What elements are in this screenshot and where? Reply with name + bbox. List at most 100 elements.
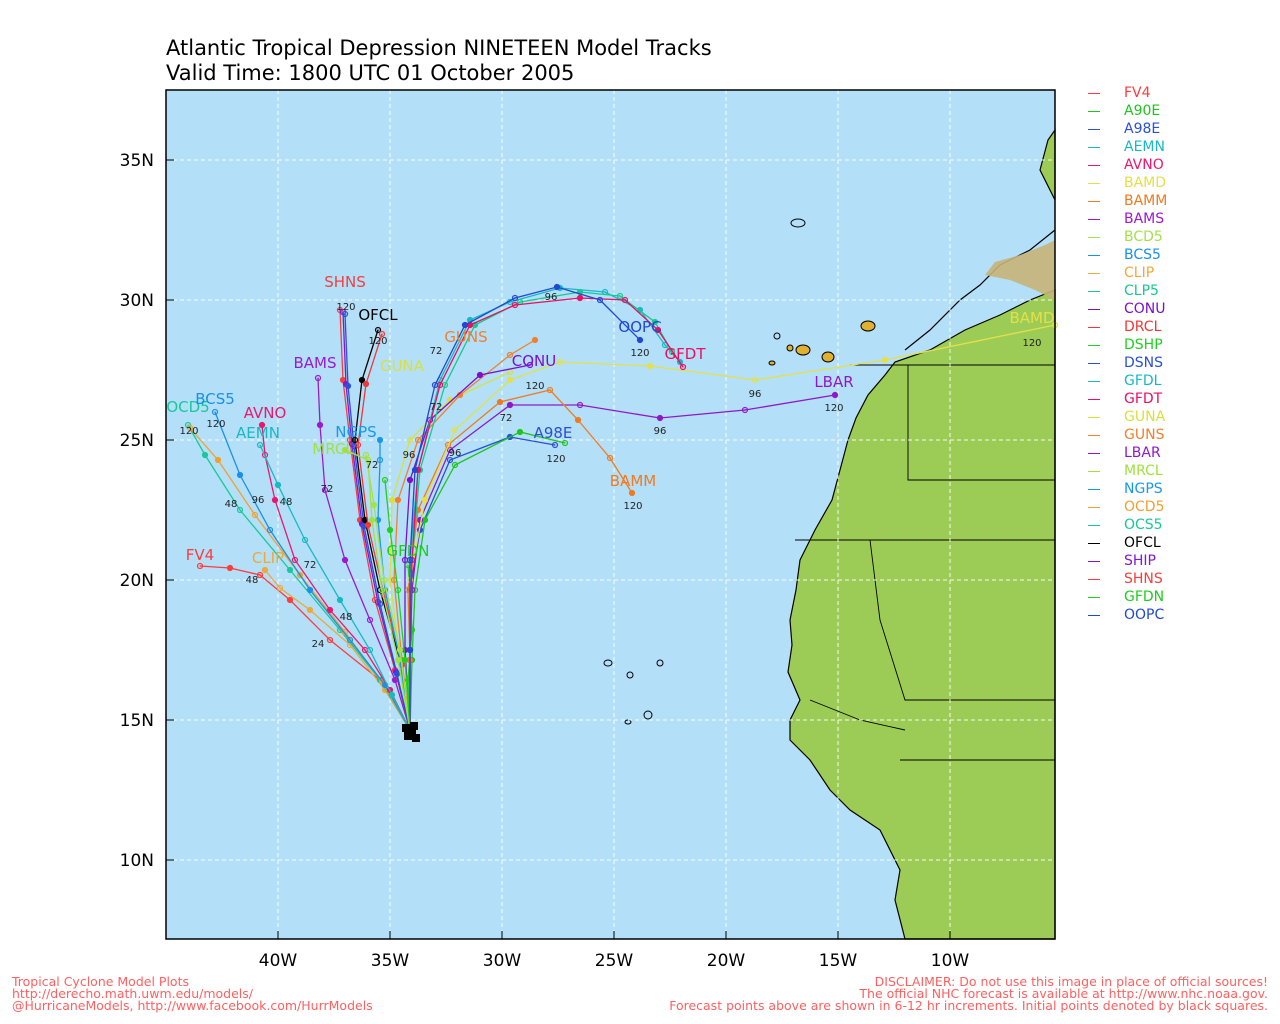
forecast-hour-label: 120 [1022, 338, 1041, 349]
legend-line-swatch [1088, 560, 1100, 562]
forecast-point [344, 382, 352, 390]
legend-item-a90e: A90E [1088, 102, 1167, 120]
model-label-oopc: OOPC [618, 318, 661, 336]
track-line-clip [264, 569, 411, 731]
track-line-bcd5 [365, 454, 411, 731]
forecast-point [201, 451, 209, 459]
legend-line-swatch [1088, 254, 1100, 256]
legend-label: GFDL [1124, 373, 1162, 389]
forecast-point [361, 646, 369, 654]
island-8 [603, 659, 613, 667]
legend-item-dsns: DSNS [1088, 354, 1167, 372]
model-label-ofcl: OFCL [358, 306, 398, 324]
forecast-point [431, 381, 439, 389]
forecast-point [364, 521, 372, 529]
forecast-point [516, 428, 524, 436]
model-label-gfdn: GFDN [386, 542, 429, 560]
forecast-point [388, 496, 396, 504]
forecast-point [646, 362, 654, 370]
grid-layer [166, 90, 1055, 939]
initial-point-square [412, 734, 420, 742]
legend-label: BAMM [1124, 193, 1168, 209]
forecast-hour-label: 48 [280, 497, 293, 508]
initial-point-square [404, 732, 412, 740]
forecast-point [351, 436, 359, 444]
model-label-a98e: A98E [534, 424, 573, 442]
forecast-point [636, 336, 644, 344]
legend-item-gfdn: GFDN [1088, 588, 1167, 606]
forecast-point [314, 374, 322, 382]
footer-left-line-3[interactable]: @HurricaneModels, http://www.facebook.co… [12, 998, 373, 1013]
legend-line-swatch [1088, 470, 1100, 472]
forecast-point [606, 454, 614, 462]
model-label-mrcl: MRCL [312, 440, 354, 458]
legend-label: OCD5 [1124, 499, 1165, 515]
forecast-point [511, 301, 519, 309]
island-4 [795, 344, 811, 356]
forecast-point [421, 496, 429, 504]
legend-item-mrcl: MRCL [1088, 462, 1167, 480]
forecast-point [211, 408, 219, 416]
track-bamm [404, 386, 636, 730]
legend-item-shns: SHNS [1088, 570, 1167, 588]
forecast-point [751, 376, 759, 384]
lon-label-6: 15W [819, 951, 858, 971]
forecast-point [651, 318, 659, 326]
forecast-point [393, 670, 401, 678]
forecast-point [451, 426, 459, 434]
track-line-bamm [407, 389, 633, 730]
forecast-point [831, 391, 839, 399]
forecast-point [414, 436, 422, 444]
legend-line-swatch [1088, 488, 1100, 490]
track-line-guns [393, 339, 536, 731]
forecast-point [358, 376, 366, 384]
legend-line-swatch [1088, 398, 1100, 400]
forecast-point [271, 496, 279, 504]
track-oopc [406, 283, 644, 730]
forecast-hour-label: 120 [546, 454, 565, 465]
forecast-point [370, 501, 378, 509]
forecast-point [616, 292, 624, 300]
lat-label-2: 30N [120, 291, 154, 311]
footer-right-line-3: Forecast points above are shown in 6-12 … [669, 998, 1268, 1013]
legend-item-aemn: AEMN [1088, 138, 1167, 156]
legend-label: DRCL [1124, 319, 1162, 335]
forecast-hour-label: 120 [824, 403, 843, 414]
legend-item-gfdt: GFDT [1088, 390, 1167, 408]
forecast-point [261, 566, 269, 574]
footer-left-line-2[interactable]: http://derecho.math.uwm.edu/models/ [12, 986, 254, 1001]
forecast-point [394, 586, 402, 594]
track-mrcl [341, 446, 411, 731]
forecast-hour-label: 72 [321, 484, 334, 495]
legend-label: OCS5 [1124, 517, 1163, 533]
forecast-point [411, 466, 419, 474]
forecast-point [196, 562, 204, 570]
footer-right-line-1: DISCLAIMER: Do not use this image in pla… [874, 974, 1268, 989]
forecast-point [679, 363, 687, 371]
forecast-point [236, 506, 244, 514]
forecast-point [326, 606, 334, 614]
tracks-layer [184, 283, 1059, 742]
forecast-point [596, 296, 604, 304]
forecast-point [354, 441, 362, 449]
legend-label: CLP5 [1124, 283, 1159, 299]
forecast-point [546, 386, 554, 394]
model-label-bamd: BAMD [1009, 309, 1054, 327]
forecast-point [362, 380, 370, 388]
initial-point-square [410, 722, 418, 730]
forecast-point [386, 526, 394, 534]
legend-item-conu: CONU [1088, 300, 1167, 318]
forecast-point [576, 294, 584, 302]
legend-line-swatch [1088, 128, 1100, 130]
track-dshp [381, 476, 411, 731]
model-legend: FV4 A90E A98E AEMN AVNO BAMD BAMM BAMS BCD5 BCS5 C… [1088, 84, 1167, 624]
forecast-point [236, 471, 244, 479]
legend-line-swatch [1088, 542, 1100, 544]
track-dsns [341, 310, 411, 731]
track-line-mrcl [344, 449, 411, 731]
legend-line-swatch [1088, 362, 1100, 364]
forecast-hour-label: 96 [449, 448, 462, 459]
forecast-hour-label: 120 [206, 419, 225, 430]
legend-line-swatch [1088, 452, 1100, 454]
axes-layer: 40W 35W 30W 25W 20W 15W 10W 35N 30N 25N 20N 15N 10N [120, 151, 970, 971]
